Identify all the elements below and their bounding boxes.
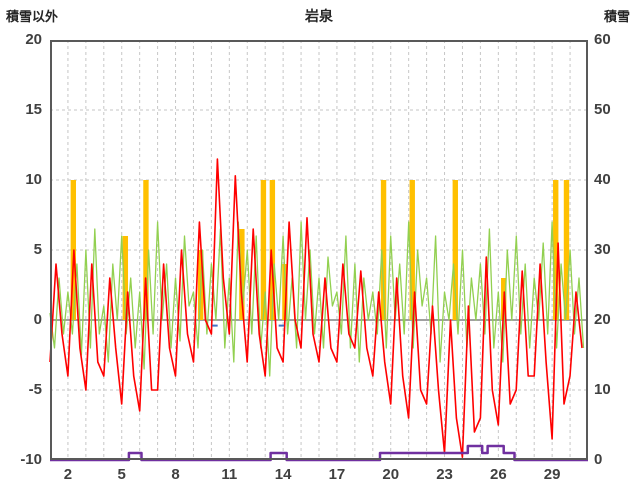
x-axis-tick: 29 <box>543 466 561 483</box>
right-axis-tick: 20 <box>594 311 611 328</box>
x-axis-tick: 17 <box>328 466 346 483</box>
left-axis-tick: 15 <box>25 101 42 118</box>
yellow-bars-bar <box>143 180 149 320</box>
x-axis-tick: 23 <box>436 466 453 483</box>
left-axis-tick: -10 <box>20 451 42 468</box>
right-axis-tick: 50 <box>594 101 611 118</box>
right-axis-tick: 0 <box>594 451 603 468</box>
right-axis-tick: 60 <box>594 31 611 48</box>
left-axis-tick: 20 <box>25 31 42 48</box>
right-axis-title: 積雪 <box>603 9 630 24</box>
left-axis-title: 積雪以外 <box>6 9 59 24</box>
yellow-bars-bar <box>452 180 458 320</box>
right-axis-tick: 40 <box>594 171 611 188</box>
x-axis-tick: 8 <box>171 466 180 483</box>
yellow-bars-bar <box>553 180 559 320</box>
x-axis-tick: 5 <box>117 466 126 483</box>
left-axis-tick: 0 <box>33 311 42 328</box>
yellow-bars-bar <box>282 264 288 320</box>
chart-title: 岩泉 <box>305 8 333 24</box>
x-axis-tick: 2 <box>63 466 73 483</box>
yellow-bars-bar <box>563 180 570 320</box>
left-axis-tick: 10 <box>25 171 42 188</box>
left-axis-tick: -5 <box>28 381 42 398</box>
plot-border <box>50 40 588 460</box>
yellow-bars-bar <box>269 180 276 320</box>
yellow-bars-bar <box>239 229 245 320</box>
x-axis-tick: 20 <box>382 466 400 483</box>
plot-area <box>49 40 588 462</box>
yellow-bars-bar <box>122 236 129 320</box>
right-axis-tick: 30 <box>594 241 611 258</box>
left-axis-tick: 5 <box>33 241 42 258</box>
right-axis-tick: 10 <box>594 381 611 398</box>
x-axis-tick: 26 <box>489 466 507 483</box>
yellow-bars-bar <box>380 180 387 320</box>
x-axis-tick: 14 <box>274 466 292 483</box>
yellow-bars-bar <box>409 180 415 320</box>
purple-steps <box>50 444 588 462</box>
red-line <box>49 158 583 459</box>
x-axis-tick: 11 <box>221 466 238 483</box>
green-line <box>49 221 585 377</box>
yellow-bars-bar <box>260 180 267 320</box>
